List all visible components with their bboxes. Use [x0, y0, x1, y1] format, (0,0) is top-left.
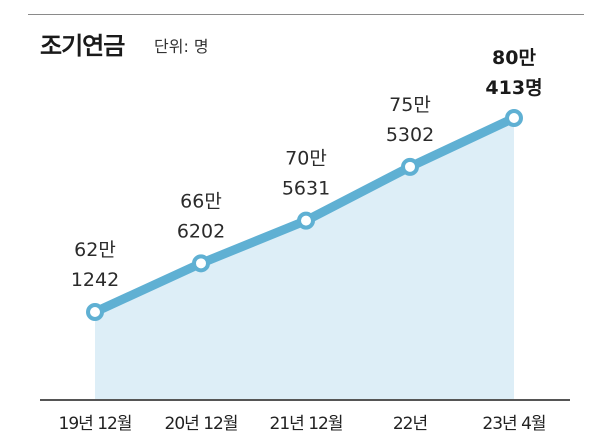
unit-label: 단위: 명: [154, 37, 209, 56]
value-label-2-line-2: 6202: [177, 220, 225, 242]
data-point-4: [401, 157, 419, 176]
data-point-5: [505, 109, 523, 127]
x-tick-label-4: 22년: [393, 414, 427, 434]
value-label-3-line-2: 5631: [282, 178, 330, 200]
data-point-2: [192, 254, 210, 273]
data-point-3: [297, 211, 315, 230]
value-label-2-line-1: 66만: [180, 190, 222, 212]
data-point-1: [86, 303, 104, 321]
value-label-3-line-1: 70만: [285, 148, 327, 170]
x-tick-label-5: 23년 4월: [482, 414, 545, 434]
value-label-4-line-2: 5302: [386, 124, 434, 146]
value-label-5-line-2: 413명: [485, 77, 542, 99]
value-label-1-line-1: 62만: [74, 239, 116, 261]
chart-title: 조기연금: [40, 32, 125, 60]
top-rule: [28, 14, 584, 15]
x-tick-label-3: 21년 12월: [270, 414, 343, 434]
x-tick-label-2: 20년 12월: [165, 414, 238, 434]
value-label-1-line-2: 1242: [71, 269, 119, 291]
area-fill: [95, 118, 514, 400]
value-label-5-line-1: 80만: [492, 47, 536, 69]
x-tick-label-1: 19년 12월: [59, 414, 132, 434]
value-label-4-line-1: 75만: [389, 94, 431, 116]
